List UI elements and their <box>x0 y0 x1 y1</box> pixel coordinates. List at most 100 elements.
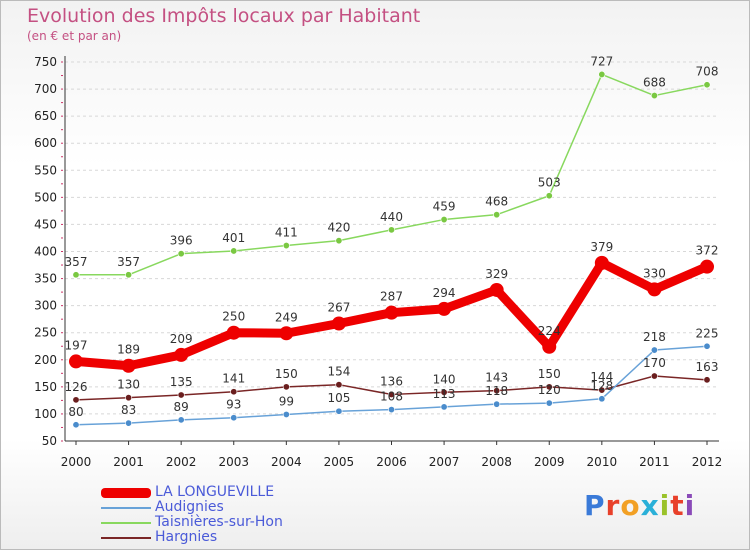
data-point <box>598 70 606 78</box>
data-label: 357 <box>117 255 140 269</box>
y-tick-label: 300 <box>34 299 57 313</box>
data-point <box>335 407 343 415</box>
data-label: 503 <box>538 176 561 190</box>
data-point <box>177 391 185 399</box>
logo-letter: x <box>640 489 660 522</box>
x-tick-label: 2011 <box>639 455 670 469</box>
x-tick-label: 2009 <box>534 455 565 469</box>
data-label: 126 <box>65 380 88 394</box>
data-label: 440 <box>380 210 403 224</box>
axes: 50 100 150 200 250 300 350 400 450 500 550 600 650 70… <box>34 55 722 469</box>
data-label: 93 <box>226 398 241 412</box>
data-point <box>384 305 399 320</box>
logo-letter: r <box>605 489 621 522</box>
data-label: 141 <box>222 372 245 386</box>
data-point <box>282 242 290 250</box>
data-point <box>703 342 711 350</box>
data-point <box>387 406 395 414</box>
data-point <box>542 339 557 354</box>
data-point <box>650 346 658 354</box>
data-point <box>177 416 185 424</box>
y-tick-label: 700 <box>34 82 57 96</box>
data-point <box>335 381 343 389</box>
data-label: 113 <box>433 387 456 401</box>
data-point <box>387 226 395 234</box>
data-label: 135 <box>170 375 193 389</box>
data-label: 108 <box>380 390 403 404</box>
data-label: 329 <box>485 267 508 281</box>
x-tick-label: 2000 <box>61 455 92 469</box>
data-label: 89 <box>174 400 189 414</box>
y-tick-label: 50 <box>42 434 57 448</box>
logo-letter: i <box>659 489 671 522</box>
x-tick-label: 2003 <box>218 455 249 469</box>
data-label: 118 <box>485 384 508 398</box>
data-label: 249 <box>275 310 298 324</box>
data-point <box>72 421 80 429</box>
data-label: 163 <box>696 360 719 374</box>
data-point <box>230 414 238 422</box>
data-point <box>493 400 501 408</box>
data-point <box>437 301 452 316</box>
data-labels: 357 357 396 401 411 420 440 459 468 503 727 688 708 1… <box>65 54 719 418</box>
data-label: 357 <box>65 255 88 269</box>
y-tick-label: 250 <box>34 326 57 340</box>
data-label: 154 <box>327 365 350 379</box>
legend-swatch <box>101 507 151 509</box>
data-point <box>598 386 606 394</box>
data-label: 411 <box>275 226 298 240</box>
x-tick-label: 2002 <box>166 455 197 469</box>
data-label: 150 <box>538 367 561 381</box>
legend-swatch <box>101 522 151 524</box>
data-point <box>125 271 133 279</box>
y-tick-label: 200 <box>34 353 57 367</box>
data-point <box>230 247 238 255</box>
x-tick-label: 2004 <box>271 455 302 469</box>
data-label: 197 <box>65 338 88 352</box>
data-label: 150 <box>275 367 298 381</box>
y-tick-label: 400 <box>34 245 57 259</box>
data-point <box>493 211 501 219</box>
data-point <box>489 282 504 297</box>
logo-letter: t <box>670 489 685 522</box>
data-point <box>700 259 714 274</box>
data-label: 189 <box>117 343 140 357</box>
data-point <box>703 81 711 89</box>
data-label: 80 <box>68 405 83 419</box>
data-point <box>125 394 133 402</box>
data-label: 287 <box>380 290 403 304</box>
data-point <box>331 316 346 331</box>
data-label: 420 <box>327 221 350 235</box>
data-label: 294 <box>433 286 456 300</box>
data-label: 379 <box>590 240 613 254</box>
data-label: 225 <box>696 326 719 340</box>
x-tick-label: 2006 <box>376 455 407 469</box>
data-label: 688 <box>643 76 666 90</box>
data-label: 708 <box>696 65 719 79</box>
y-tick-label: 450 <box>34 217 57 231</box>
data-point <box>440 216 448 224</box>
legend-label: Audignies <box>155 499 224 515</box>
data-point <box>177 250 185 258</box>
x-tick-label: 2005 <box>324 455 355 469</box>
x-tick-label: 2012 <box>692 455 723 469</box>
data-point <box>72 396 80 404</box>
legend-label: Hargnies <box>155 529 218 545</box>
data-point <box>226 325 241 340</box>
data-label: 330 <box>643 266 666 280</box>
data-point <box>387 390 395 398</box>
data-point <box>282 383 290 391</box>
proxiti-logo: Proxiti <box>584 489 695 522</box>
y-tick-label: 600 <box>34 136 57 150</box>
data-point <box>125 419 133 427</box>
logo-letter: P <box>584 489 606 522</box>
data-point <box>647 282 662 297</box>
data-point <box>598 395 606 403</box>
logo-letter: o <box>620 489 641 522</box>
y-tick-label: 650 <box>34 109 57 123</box>
data-point <box>282 410 290 418</box>
data-label: 99 <box>279 394 294 408</box>
data-label: 144 <box>590 370 613 384</box>
data-point <box>440 403 448 411</box>
